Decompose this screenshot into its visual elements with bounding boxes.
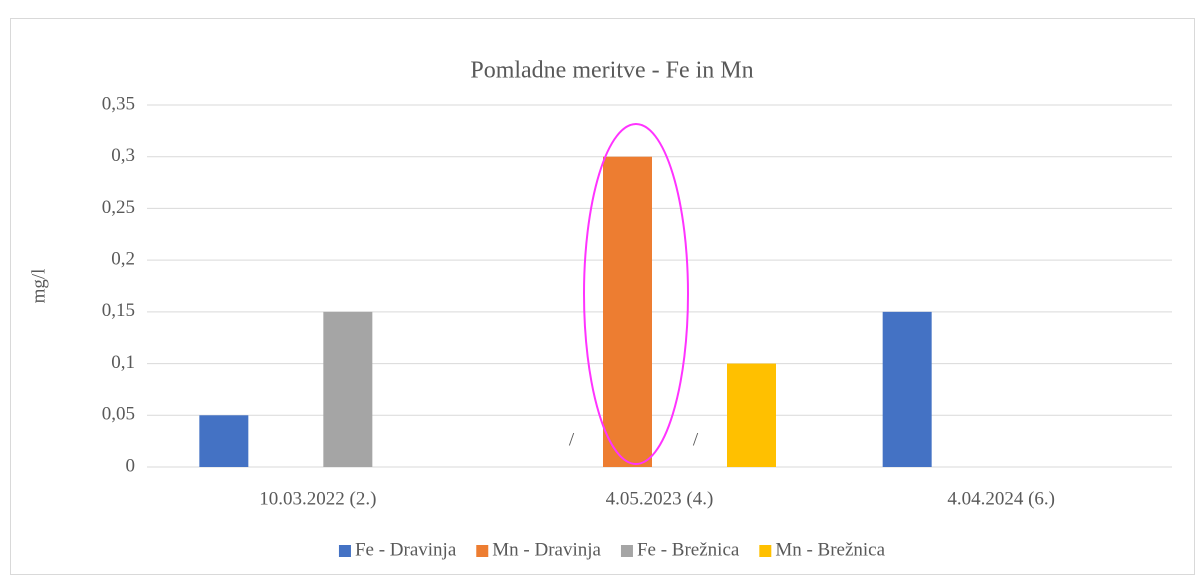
highlight-ellipse	[583, 123, 689, 465]
legend-label: Fe - Brežnica	[637, 539, 740, 560]
legend-label: Mn - Brežnica	[775, 539, 885, 560]
y-tick-label: 0,3	[111, 145, 135, 166]
value-label: /	[693, 429, 699, 450]
legend-label: Mn - Dravinja	[492, 539, 601, 560]
bar	[603, 156, 652, 467]
y-tick-label: 0,35	[102, 93, 135, 114]
y-tick-label: 0,2	[111, 249, 135, 270]
chart-title: Pomladne meritve - Fe in Mn	[470, 58, 753, 84]
x-tick-label: 10.03.2022 (2.)	[259, 488, 376, 509]
value-label: /	[569, 429, 575, 450]
legend-swatch	[620, 545, 633, 557]
y-axis-label: mg/l	[28, 269, 49, 304]
y-tick-label: 0,25	[102, 197, 135, 218]
bar	[727, 363, 776, 467]
chart-border	[10, 18, 1195, 575]
bar	[199, 415, 249, 467]
x-tick-label: 4.05.2023 (4.)	[606, 488, 714, 509]
y-tick-label: 0,15	[102, 300, 135, 321]
y-tick-label: 0,05	[102, 404, 135, 425]
legend-label: Fe - Dravinja	[355, 539, 457, 560]
legend-swatch	[476, 545, 489, 557]
y-tick-label: 0	[126, 455, 136, 476]
legend-swatch	[759, 545, 772, 557]
legend-swatch	[338, 545, 351, 557]
bar	[323, 311, 373, 467]
bar	[882, 311, 932, 467]
y-tick-label: 0,1	[111, 352, 135, 373]
x-tick-label: 4.04.2024 (6.)	[947, 488, 1055, 509]
